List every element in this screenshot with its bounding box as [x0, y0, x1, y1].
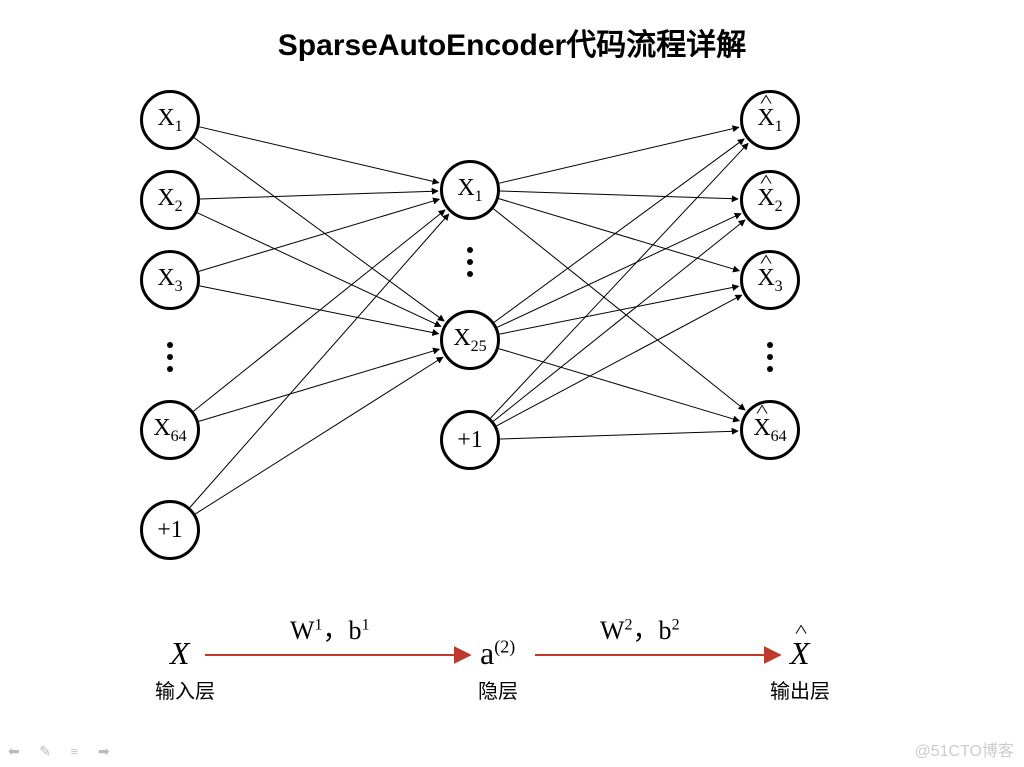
presenter-nav-icons: ⬅ ✎ ≡ ➡ — [8, 744, 118, 761]
node-label: X2 — [757, 185, 782, 216]
node-ib: +1 — [140, 500, 200, 560]
flow-output-label: 输出层 — [770, 675, 830, 704]
node-label: +1 — [457, 427, 483, 454]
node-label: X1 — [757, 105, 782, 136]
node-i3: X3 — [140, 250, 200, 310]
flow-input-symbol: X — [170, 635, 190, 672]
node-label: X64 — [153, 415, 186, 446]
flow-input-label: 输入层 — [155, 675, 215, 704]
vertical-dots — [467, 247, 473, 277]
watermark-text: @51CTO博客 — [914, 737, 1014, 761]
vertical-dots — [167, 342, 173, 372]
node-label: X1 — [157, 105, 182, 136]
node-label: X3 — [757, 265, 782, 296]
flow-weights-1: W1，b1 — [290, 610, 370, 647]
flow-hidden-symbol: a(2) — [480, 635, 515, 672]
node-hb: +1 — [440, 410, 500, 470]
node-h1: X1 — [440, 160, 500, 220]
node-i1: X1 — [140, 90, 200, 150]
node-label: X3 — [157, 265, 182, 296]
node-o64: X64 — [740, 400, 800, 460]
node-label: X1 — [457, 175, 482, 206]
flow-weights-2: W2，b2 — [600, 610, 680, 647]
node-h25: X25 — [440, 310, 500, 370]
node-o3: X3 — [740, 250, 800, 310]
node-o1: X1 — [740, 90, 800, 150]
vertical-dots — [767, 342, 773, 372]
node-i64: X64 — [140, 400, 200, 460]
node-o2: X2 — [740, 170, 800, 230]
flow-hidden-label: 隐层 — [478, 675, 518, 704]
node-label: +1 — [157, 517, 183, 544]
flow-row: X 输入层 W1，b1 a(2) 隐层 W2，b2 X 输出层 — [110, 610, 910, 710]
diagram-title: SparseAutoEncoder代码流程详解 — [0, 20, 1024, 64]
node-i2: X2 — [140, 170, 200, 230]
node-label: X2 — [157, 185, 182, 216]
flow-output-symbol: X — [790, 635, 810, 672]
node-label: X25 — [453, 325, 486, 356]
node-label: X64 — [753, 415, 786, 446]
